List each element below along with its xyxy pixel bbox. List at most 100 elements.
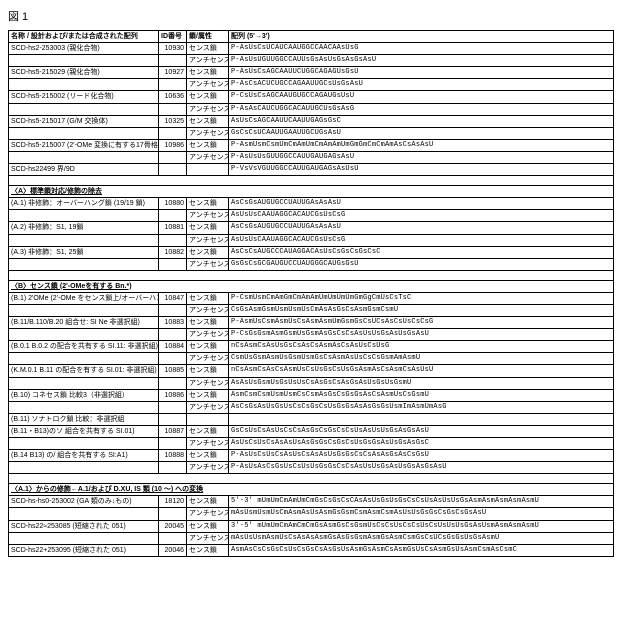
table-row: (B.14 B13) の/ 組合を共有する SI:A1)10888センス鎖P-A… xyxy=(9,450,614,462)
cell-type: アンチセンス鎖 xyxy=(187,532,229,544)
table-row: (K.M.0.1 B.11 の配合を有する SI.01: 非選択組)10885セ… xyxy=(9,365,614,377)
cell-seq: AsUsCsUsCsAsAsUsAsGsGsCsGsCsUsGsGsAsUsGs… xyxy=(229,438,614,450)
cell-name xyxy=(9,377,159,389)
cell-name xyxy=(9,127,159,139)
spacer xyxy=(9,270,614,280)
table-row: SCD-hs22≈253085 (短縮された 051)20045センス鎖3'-5… xyxy=(9,520,614,532)
table-row: (B.1) 2'OMe (2'-OMe をセンス鎖上/オーバーハング部)1084… xyxy=(9,292,614,304)
cell-seq: P-AsUsUsGUUGGCCAUUGAUGAGsAsU xyxy=(229,151,614,163)
cell-seq: P-CsmUsmCmAmGmCmAmAmUmUmUmUmGmGgCmUsCsTs… xyxy=(229,292,614,304)
table-row: (B.11) ソナトロク鎖 比較：非選択組 xyxy=(9,413,614,425)
table-row: アンチセンス鎖mAsUsUsmAsmUsCsAsAsAsmGsAsGsGsmAs… xyxy=(9,532,614,544)
cell-type: アンチセンス鎖 xyxy=(187,55,229,67)
table-row: アンチセンス鎖P-AsUsAsCsGsUsCsUsUsGsGsCsCsAsUsU… xyxy=(9,462,614,474)
cell-type: アンチセンス鎖 xyxy=(187,353,229,365)
table-row: SCD-hs5-215007 (2'-OMe 変換に有する17骨格体)10986… xyxy=(9,139,614,151)
cell-id xyxy=(159,258,187,270)
table-row: アンチセンス鎖CsmUsGsmAsmUsGsmUsmGsCsAsmAsUsCsC… xyxy=(9,353,614,365)
cell-id: 10887 xyxy=(159,425,187,437)
table-row: SCD-hs5-215017 (G/M 交換体)10325センス鎖AsUsCsA… xyxy=(9,115,614,127)
table-row: アンチセンス鎖P-CsGsGsmAsmGsmUsGsmAsGsCsCsAsUsU… xyxy=(9,329,614,341)
cell-name xyxy=(9,438,159,450)
table-row: SCD-hs5-215002 (リード化合物)10636センス鎖P-CsUsCs… xyxy=(9,91,614,103)
cell-seq: P-AsUsCsAGCAAUUCUGGCAGAGUsGsU xyxy=(229,67,614,79)
cell-seq: CsGsAsmGsmUsmUsmUsCmAsAsGsCsAsmGsmCsmU xyxy=(229,304,614,316)
cell-type: センス鎖 xyxy=(187,317,229,329)
cell-name xyxy=(9,532,159,544)
cell-name: SCD-hs22≈253085 (短縮された 051) xyxy=(9,520,159,532)
cell-id xyxy=(159,151,187,163)
cell-name xyxy=(9,151,159,163)
cell-name xyxy=(9,304,159,316)
cell-name xyxy=(9,462,159,474)
table-row: SCD-hs-hs0-253002 (GA 類のみ↓もの)18120センス鎖5'… xyxy=(9,496,614,508)
cell-name xyxy=(9,55,159,67)
cell-seq: mAsUsmUsmUsCmAsmAsUsAsmGsGsmCsmAsmCsmAsU… xyxy=(229,508,614,520)
spacer xyxy=(9,176,614,186)
cell-type: センス鎖 xyxy=(187,43,229,55)
cell-id: 10884 xyxy=(159,341,187,353)
cell-name xyxy=(9,234,159,246)
cell-seq: AsUsUsCAAUAGGCACAUCGsUsCsG xyxy=(229,210,614,222)
cell-type: アンチセンス鎖 xyxy=(187,508,229,520)
table-row: アンチセンス鎖P-AsUsUGUUGGCCAUUsGsAsUsGsAsGsAsU xyxy=(9,55,614,67)
cell-seq: P-AsAsCAUCUGGCACAUUGCUsGsAsG xyxy=(229,103,614,115)
cell-seq: nCsAsmCsAsUsGsCsAsCsAsmAsCsAsUsCsUsG xyxy=(229,341,614,353)
cell-name: (K.M.0.1 B.11 の配合を有する SI.01: 非選択組) xyxy=(9,365,159,377)
cell-id xyxy=(159,127,187,139)
cell-id: 10930 xyxy=(159,43,187,55)
cell-name: (B.11) ソナトロク鎖 比較：非選択組 xyxy=(9,413,159,425)
cell-type: アンチセンス鎖 xyxy=(187,258,229,270)
cell-seq: AsCsCsAUGCCCAUAGGACAsUsCsGsCsGsCsC xyxy=(229,246,614,258)
sequence-table: 名称 / 設計および/または合成された配列 ID番号 鎖/属性 配列 (5'→3… xyxy=(8,30,614,557)
cell-id: 10986 xyxy=(159,139,187,151)
figure-label: 図 1 xyxy=(8,8,614,24)
cell-seq: AsCsGsAUGUGCCUAUUGAsAsAsU xyxy=(229,222,614,234)
cell-id: 10880 xyxy=(159,198,187,210)
cell-name: (A.1) 非修飾：オーバーハング鎖 (19/19 鎖) xyxy=(9,198,159,210)
cell-id xyxy=(159,329,187,341)
col-header-name: 名称 / 設計および/または合成された配列 xyxy=(9,31,159,43)
cell-type: センス鎖 xyxy=(187,222,229,234)
cell-seq: 5'-3' mUmUmCmAmUmCmGsCsGsCsCAsAsUsGsUsGs… xyxy=(229,496,614,508)
table-row: アンチセンス鎖P-AsCsACUCUGCCAGAAUUGCsUsGsAsU xyxy=(9,79,614,91)
table-row: SCD-hs22+253095 (短縮された 051)20046センス鎖AsmA… xyxy=(9,544,614,556)
table-row: アンチセンス鎖GsCsCsUCAAUUGAAUUGCUGsAsU xyxy=(9,127,614,139)
cell-seq: 3'-5' mUmUmCmAmCmCmGsAsmGsCsGsmUsCsCsUsC… xyxy=(229,520,614,532)
cell-name: SCD-hs22+253095 (短縮された 051) xyxy=(9,544,159,556)
cell-name: (B.11/B.110/B.20 組合せ: SI Ne 非選択組) xyxy=(9,317,159,329)
cell-type: センス鎖 xyxy=(187,544,229,556)
cell-seq: P-AsmUsmCsmUmCmAmUmCmAmAmUmGmGmCmCmAmAsC… xyxy=(229,139,614,151)
cell-seq: P-AsCsACUCUGCCAGAAUUGCsUsGsAsU xyxy=(229,79,614,91)
cell-id xyxy=(159,164,187,176)
cell-id: 10636 xyxy=(159,91,187,103)
cell-seq: AsAsUsGsmUsGsUsUsCsAsGsCsAsGsAsUsGsUsGsm… xyxy=(229,377,614,389)
cell-type: センス鎖 xyxy=(187,450,229,462)
cell-seq: P-AsmUsCsmAsmUsCsAsmAsmUmGsmGsCsUCsAsCsU… xyxy=(229,317,614,329)
cell-type: アンチセンス鎖 xyxy=(187,462,229,474)
cell-id xyxy=(159,508,187,520)
cell-seq: AsmAsCsCsGsCsUsCsGsCsAsGsUsAsmGsAsmCsAsm… xyxy=(229,544,614,556)
cell-name: SCD-hs2-253003 (親化合物) xyxy=(9,43,159,55)
spacer xyxy=(9,474,614,484)
table-row: (A.3) 非修飾：S1, 25鎖10882センス鎖AsCsCsAUGCCCAU… xyxy=(9,246,614,258)
cell-type: センス鎖 xyxy=(187,389,229,401)
cell-name xyxy=(9,103,159,115)
cell-seq: AsCsGsAsUsGsUsCsCsGsCsUsGsGsAsAsGsGsUsmI… xyxy=(229,401,614,413)
cell-type: アンチセンス鎖 xyxy=(187,151,229,163)
cell-type: センス鎖 xyxy=(187,198,229,210)
cell-name xyxy=(9,401,159,413)
cell-id xyxy=(159,462,187,474)
cell-name: SCD-hs5-215007 (2'-OMe 変換に有する17骨格体) xyxy=(9,139,159,151)
table-row: アンチセンス鎖GsGsCsGCGAUGUCCUAUGGGCAUGsGsU xyxy=(9,258,614,270)
cell-id: 10325 xyxy=(159,115,187,127)
cell-id: 10881 xyxy=(159,222,187,234)
table-row: SCD-hs5-215029 (親化合物)10927センス鎖P-AsUsCsAG… xyxy=(9,67,614,79)
cell-type: センス鎖 xyxy=(187,496,229,508)
cell-id: 20045 xyxy=(159,520,187,532)
cell-id xyxy=(159,353,187,365)
cell-name: SCD-hs-hs0-253002 (GA 類のみ↓もの) xyxy=(9,496,159,508)
section-title: 〈A.1〉からの修飾←A.1/および D.XU, IS 類 (10 〜) への変… xyxy=(9,484,614,496)
cell-seq: GsCsCsUCAAUUGAAUUGCUGsAsU xyxy=(229,127,614,139)
table-row: アンチセンス鎖P-AsUsUsGUUGGCCAUUGAUGAGsAsU xyxy=(9,151,614,163)
